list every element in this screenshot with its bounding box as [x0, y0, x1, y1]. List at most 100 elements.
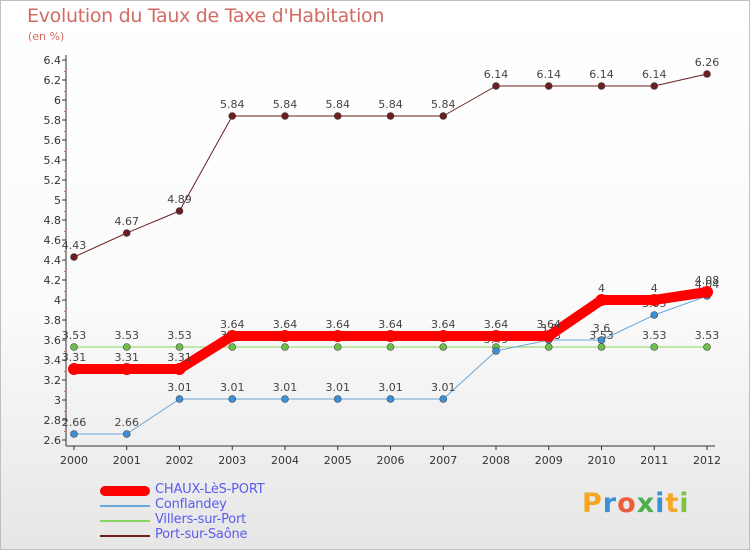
- data-point: [384, 330, 397, 342]
- legend-label: Port-sur-Saône: [155, 527, 248, 542]
- data-label: 3.64: [537, 318, 562, 331]
- data-label: 3.53: [62, 329, 87, 342]
- x-tick-label: 2009: [535, 454, 563, 467]
- y-tick-label: 5: [54, 194, 61, 207]
- data-label: 4: [651, 282, 658, 295]
- data-label: 2.66: [62, 416, 87, 429]
- data-label: 4.08: [695, 274, 720, 287]
- y-tick-label: 3.8: [44, 314, 62, 327]
- data-point: [122, 343, 131, 351]
- x-tick-label: 2002: [166, 454, 194, 467]
- data-label: 3.01: [431, 381, 456, 394]
- data-label: 3.6: [593, 322, 611, 335]
- data-point: [701, 286, 713, 298]
- data-label: 3.31: [167, 351, 192, 364]
- data-label: 3.01: [273, 381, 298, 394]
- data-point: [281, 343, 289, 351]
- x-tick-label: 2012: [693, 454, 721, 467]
- data-point: [70, 343, 78, 351]
- data-label: 4.67: [115, 215, 140, 228]
- data-point: [650, 343, 659, 351]
- y-tick-label: 5.8: [44, 114, 62, 127]
- y-tick-label: 5.4: [44, 154, 62, 167]
- data-label: 3.01: [378, 381, 403, 394]
- brand-letter: t: [665, 488, 680, 519]
- y-tick-label: 4.6: [44, 234, 62, 247]
- data-label: 3.31: [115, 351, 140, 364]
- data-label: 3.31: [62, 351, 87, 364]
- data-label: 5.84: [273, 98, 298, 111]
- y-tick-label: 3.6: [44, 334, 62, 347]
- x-tick-label: 2010: [588, 454, 616, 467]
- legend-swatch: [100, 486, 150, 496]
- legend-label: Villers-sur-Port: [155, 512, 247, 527]
- data-point: [173, 363, 186, 375]
- y-tick-label: 6.2: [44, 74, 62, 87]
- data-point: [544, 343, 553, 351]
- data-point: [597, 82, 606, 90]
- data-point: [386, 112, 395, 120]
- data-point: [228, 343, 237, 351]
- data-label: 5.84: [326, 98, 351, 111]
- data-label: 3.64: [326, 318, 351, 331]
- data-point: [120, 363, 133, 375]
- y-tick-label: 2.8: [44, 414, 62, 427]
- x-tick-label: 2005: [324, 454, 352, 467]
- legend-swatch: [100, 520, 150, 522]
- data-point: [122, 229, 131, 237]
- data-label: 3.64: [378, 318, 403, 331]
- data-point: [542, 330, 555, 342]
- data-label: 5.84: [220, 98, 245, 111]
- data-point: [439, 343, 448, 351]
- data-label: 4.89: [167, 193, 192, 206]
- chart-unit-label: (en %): [28, 30, 65, 43]
- data-label: 4: [598, 282, 605, 295]
- y-tick-label: 2.6: [44, 434, 62, 447]
- x-tick-label: 2000: [60, 454, 88, 467]
- data-point: [175, 343, 184, 351]
- data-label: 6.14: [484, 68, 509, 81]
- data-label: 3.64: [484, 318, 509, 331]
- legend-swatch: [100, 505, 150, 507]
- legend-label: CHAUX-LèS-PORT: [155, 482, 265, 497]
- data-point: [281, 112, 289, 120]
- brand-letter: x: [636, 488, 656, 519]
- data-point: [437, 330, 450, 342]
- data-point: [70, 430, 78, 438]
- data-label: 3.01: [167, 381, 192, 394]
- data-point: [386, 395, 395, 403]
- data-point: [597, 343, 606, 351]
- data-point: [333, 395, 342, 403]
- x-tick-label: 2004: [271, 454, 299, 467]
- data-point: [333, 343, 342, 351]
- y-tick-label: 4.4: [44, 254, 62, 267]
- data-label: 6.14: [642, 68, 667, 81]
- data-point: [226, 330, 239, 342]
- data-point: [492, 347, 500, 355]
- data-point: [228, 112, 237, 120]
- data-point: [331, 330, 344, 342]
- data-label: 3.01: [326, 381, 351, 394]
- data-point: [279, 330, 291, 342]
- x-tick-label: 2001: [113, 454, 141, 467]
- data-label: 4.04: [695, 278, 720, 291]
- x-tick-label: 2011: [640, 454, 668, 467]
- data-label: 3.64: [220, 318, 245, 331]
- data-point: [175, 207, 184, 215]
- y-tick-label: 6: [54, 94, 61, 107]
- y-tick-label: 3.4: [44, 354, 62, 367]
- brand-letter: i: [655, 488, 666, 519]
- data-point: [122, 430, 131, 438]
- data-label: 2.66: [115, 416, 140, 429]
- data-point: [650, 311, 659, 319]
- legend-swatch: [100, 535, 150, 537]
- data-label: 3.01: [220, 381, 245, 394]
- y-tick-label: 4.2: [44, 274, 62, 287]
- data-point: [544, 82, 553, 90]
- legend-label: Conflandey: [155, 497, 227, 512]
- y-tick-label: 5.6: [44, 134, 62, 147]
- y-tick-label: 3.2: [44, 374, 62, 387]
- data-point: [650, 82, 659, 90]
